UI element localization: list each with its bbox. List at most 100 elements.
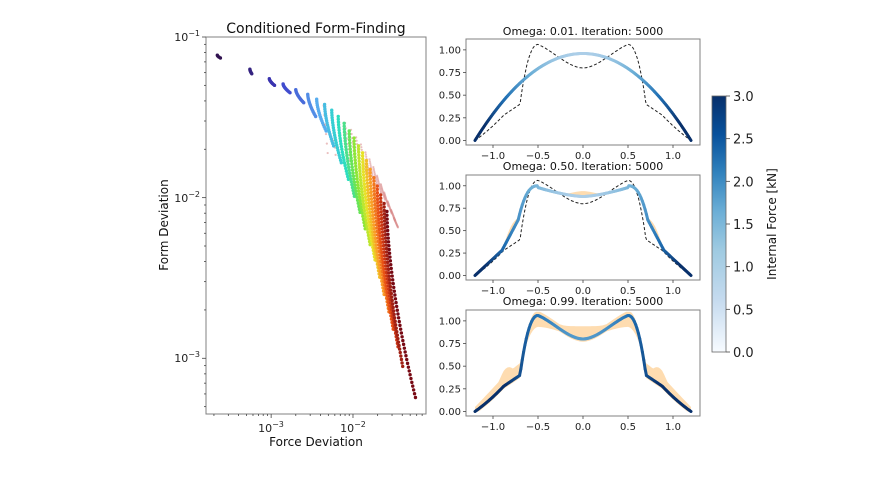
scatter-point [412,392,417,396]
x-tick-label: −0.5 [526,151,550,162]
scatter-point [365,181,370,185]
scatter-point [407,369,411,373]
scatter-point [342,121,346,126]
scatter-point [372,189,376,193]
scatter-point [368,167,372,172]
scatter-point [406,365,411,369]
scatter-point [326,151,329,155]
scatter-point [324,123,327,126]
scatter-point [336,120,341,124]
scatter-point [390,295,394,299]
colorbar-ticks: 0.0 0.5 1.0 1.5 2.0 2.5 3.0 [726,90,754,361]
scatter-point [389,291,394,296]
scatter-point [402,346,407,350]
scatter-point [383,260,388,265]
scatter-point [302,100,306,105]
scatter-point [353,151,357,156]
scatter-point [359,187,364,191]
scatter-point [348,144,352,148]
colorbar-tick-label: 1.0 [733,261,754,276]
scatter-point [382,219,387,223]
scatter-point [387,251,392,255]
scatter-point [357,159,361,164]
scatter-point [363,195,368,199]
axis-ticks [202,36,423,418]
scatter-point [369,164,372,167]
scatter-point [250,72,254,76]
scatter-point [373,236,378,241]
scatter-point [352,139,356,143]
scatter-point [348,147,352,151]
scatter-point [361,202,366,207]
scatter-point [396,316,401,320]
y-tick-label: 1.00 [439,316,461,327]
scatter-point [382,212,387,216]
scatter-point [372,196,377,200]
scatter-point [344,169,349,173]
scatter-point [387,274,391,278]
scatter-point [336,122,341,127]
scatter-point [373,199,377,203]
x-axis-label: Force Deviation [269,435,363,449]
scatter-point [372,226,377,231]
scatter-point [379,213,384,217]
scatter-point [349,153,353,157]
scatter-point [383,222,387,226]
scatter-plot: Conditioned Form-Finding 10−3 10−2 10−1 … [157,21,427,449]
scatter-point [383,257,387,261]
scatter-point [338,139,343,143]
scatter-point [360,148,363,151]
scatter-point [385,213,389,217]
scatter-point [359,184,364,188]
scatter-point [350,168,355,172]
scatter-point [348,150,353,154]
scatter-point [346,162,350,166]
scatter-point [387,247,391,252]
scatter-point [376,214,381,218]
scatter-point [376,207,380,212]
scatter-point [351,174,356,178]
subplot-title: Omega: 0.99. Iteration: 5000 [503,295,663,308]
target-curve [474,43,692,141]
scatter-point [397,343,401,348]
scatter-point [351,188,355,193]
scatter-point [352,148,357,153]
scatter-point [363,188,367,193]
scatter-point [375,180,378,183]
scatter-point [393,319,397,324]
scatter-point [357,153,361,157]
scatter-point [365,178,369,182]
scatter-point [369,193,373,198]
scatter-point [385,217,389,221]
scatter-point [344,147,348,152]
scatter-point [352,136,356,140]
scatter-point [388,281,392,285]
scatter-point [374,219,379,223]
y-tick-label: 0.25 [439,113,461,124]
scatter-point [375,197,380,202]
deviation-shade [475,185,691,276]
scatter-point [383,236,388,240]
scatter-point [381,233,385,238]
deviation-shade [475,311,691,412]
scatter-point [398,350,402,355]
scatter-point [360,151,365,155]
scatter-point [401,342,406,347]
subplot-omega-099: Omega: 0.99. Iteration: 5000 −1.0 −0.5 0.0… [439,295,701,433]
x-tick-label: −1.0 [481,151,505,162]
scatter-point [372,169,376,172]
scatter-point [343,136,347,140]
scatter-point [388,284,393,289]
scatter-point [368,158,371,161]
scatter-point [346,159,350,163]
scatter-point [396,340,401,344]
scatter-point [372,186,376,190]
scatter-point [350,162,354,166]
scatter-point [381,240,386,244]
scatter-point [395,330,399,334]
scatter-point [330,121,335,125]
scatter-point [362,182,367,187]
scatter-point [375,182,378,185]
scatter-point [356,183,360,187]
